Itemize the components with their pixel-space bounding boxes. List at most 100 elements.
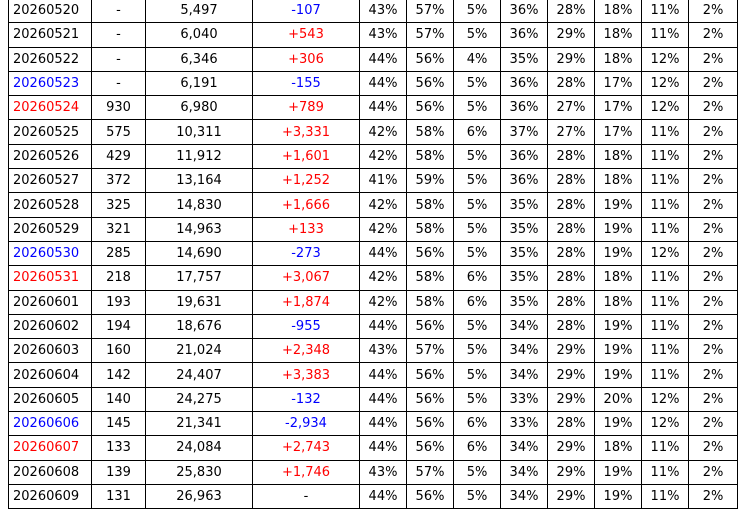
percent-cell-6: 19%: [594, 313, 642, 340]
percent-cell-8: 2%: [688, 411, 738, 437]
percent-cell-6: 18%: [594, 265, 642, 291]
date-cell: 20260601: [8, 289, 92, 315]
percent-cell-4: 37%: [500, 119, 548, 145]
percent-cell-8: 2%: [688, 483, 738, 510]
date-cell: 20260523: [8, 70, 92, 97]
total-cell: 14,830: [145, 192, 253, 218]
percent-cell-8: 2%: [688, 386, 738, 413]
percent-cell-2: 56%: [406, 70, 454, 97]
date-cell: 20260603: [8, 338, 92, 364]
percent-cell-5: 28%: [547, 411, 595, 437]
percent-cell-7: 11%: [641, 216, 689, 242]
value-cell-1: 133: [91, 435, 146, 461]
change-cell: -955: [252, 313, 360, 340]
percent-cell-5: 28%: [547, 70, 595, 97]
percent-cell-6: 17%: [594, 95, 642, 121]
percent-cell-4: 34%: [500, 362, 548, 388]
percent-cell-4: 33%: [500, 411, 548, 437]
table-row: 20260601 193 19,631 +1,874 42% 58% 6% 35% 28% 18%…: [8, 289, 738, 315]
percent-cell-7: 11%: [641, 0, 689, 24]
percent-cell-3: 5%: [453, 338, 501, 364]
percent-cell-3: 5%: [453, 70, 501, 97]
percent-cell-5: 29%: [547, 435, 595, 461]
percent-cell-2: 56%: [406, 362, 454, 388]
change-cell: -155: [252, 70, 360, 97]
percent-cell-7: 11%: [641, 119, 689, 145]
change-cell: +306: [252, 46, 360, 72]
table-body: 20260520-5,497 -107 43% 57% 5% 36% 28% 18% 11% 2%…: [8, 0, 738, 510]
percent-cell-7: 12%: [641, 95, 689, 121]
change-cell: +1,746: [252, 459, 360, 485]
total-cell: 25,830: [145, 459, 253, 485]
value-cell-1: -: [91, 46, 146, 72]
date-cell: 20260604: [8, 362, 92, 388]
percent-cell-1: 44%: [359, 386, 407, 413]
date-cell: 20260608: [8, 459, 92, 485]
percent-cell-3: 5%: [453, 240, 501, 267]
percent-cell-6: 19%: [594, 192, 642, 218]
percent-cell-7: 11%: [641, 143, 689, 170]
value-cell-1: 575: [91, 119, 146, 145]
percent-cell-1: 44%: [359, 362, 407, 388]
percent-cell-3: 6%: [453, 435, 501, 461]
total-cell: 24,275: [145, 386, 253, 413]
percent-cell-8: 2%: [688, 289, 738, 315]
percent-cell-3: 5%: [453, 313, 501, 340]
table-row: 20260531 218 17,757 +3,067 42% 58% 6% 35% 28% 18%…: [8, 265, 738, 291]
percent-cell-5: 29%: [547, 46, 595, 72]
percent-cell-2: 56%: [406, 386, 454, 413]
percent-cell-2: 57%: [406, 459, 454, 485]
percent-cell-3: 5%: [453, 0, 501, 24]
percent-cell-1: 43%: [359, 22, 407, 48]
percent-cell-7: 11%: [641, 483, 689, 510]
percent-cell-7: 11%: [641, 313, 689, 340]
percent-cell-8: 2%: [688, 265, 738, 291]
table-row: 20260521-6,040 +543 43% 57% 5% 36% 29% 18% 11% 2%: [8, 22, 738, 48]
value-cell-1: -: [91, 0, 146, 24]
percent-cell-2: 58%: [406, 119, 454, 145]
percent-cell-6: 18%: [594, 22, 642, 48]
percent-cell-1: 44%: [359, 46, 407, 72]
table-row: 20260520-5,497 -107 43% 57% 5% 36% 28% 18% 11% 2%: [8, 0, 738, 24]
percent-cell-2: 56%: [406, 95, 454, 121]
change-cell: -: [252, 483, 360, 510]
percent-cell-4: 34%: [500, 338, 548, 364]
percent-cell-5: 29%: [547, 386, 595, 413]
percent-cell-1: 41%: [359, 168, 407, 194]
date-cell: 20260522: [8, 46, 92, 72]
percent-cell-6: 20%: [594, 386, 642, 413]
change-cell: +1,252: [252, 168, 360, 194]
table-row: 20260607 133 24,084 +2,743 44% 56% 6% 34% 29% 18%…: [8, 435, 738, 461]
percent-cell-3: 6%: [453, 119, 501, 145]
value-cell-1: 131: [91, 483, 146, 510]
table-row: 20260530 285 14,690 -273 44% 56% 5% 35% 28% 19% 12…: [8, 240, 738, 267]
percent-cell-2: 56%: [406, 46, 454, 72]
table-row: 20260604 142 24,407 +3,383 44% 56% 5% 34% 29% 19%…: [8, 362, 738, 388]
percent-cell-3: 5%: [453, 95, 501, 121]
value-cell-1: 194: [91, 313, 146, 340]
percent-cell-6: 18%: [594, 143, 642, 170]
percent-cell-6: 19%: [594, 459, 642, 485]
value-cell-1: 145: [91, 411, 146, 437]
percent-cell-3: 5%: [453, 192, 501, 218]
table-row: 20260523-6,191 -155 44% 56% 5% 36% 28% 17% 12% 2%: [8, 70, 738, 97]
table-row: 20260528 325 14,830 +1,666 42% 58% 5% 35% 28% 19%…: [8, 192, 738, 218]
percent-cell-2: 59%: [406, 168, 454, 194]
percent-cell-6: 19%: [594, 411, 642, 437]
percent-cell-4: 33%: [500, 386, 548, 413]
percent-cell-3: 5%: [453, 168, 501, 194]
percent-cell-8: 2%: [688, 192, 738, 218]
percent-cell-3: 5%: [453, 483, 501, 510]
percent-cell-7: 12%: [641, 411, 689, 437]
change-cell: +3,067: [252, 265, 360, 291]
percent-cell-8: 2%: [688, 313, 738, 340]
date-cell: 20260607: [8, 435, 92, 461]
change-cell: +3,383: [252, 362, 360, 388]
value-cell-1: 321: [91, 216, 146, 242]
percent-cell-5: 29%: [547, 338, 595, 364]
table-row: 20260602 194 18,676 -955 44% 56% 5% 34% 28% 19% 11…: [8, 313, 738, 340]
date-cell: 20260525: [8, 119, 92, 145]
percent-cell-2: 57%: [406, 0, 454, 24]
percent-cell-1: 44%: [359, 95, 407, 121]
change-cell: -107: [252, 0, 360, 24]
